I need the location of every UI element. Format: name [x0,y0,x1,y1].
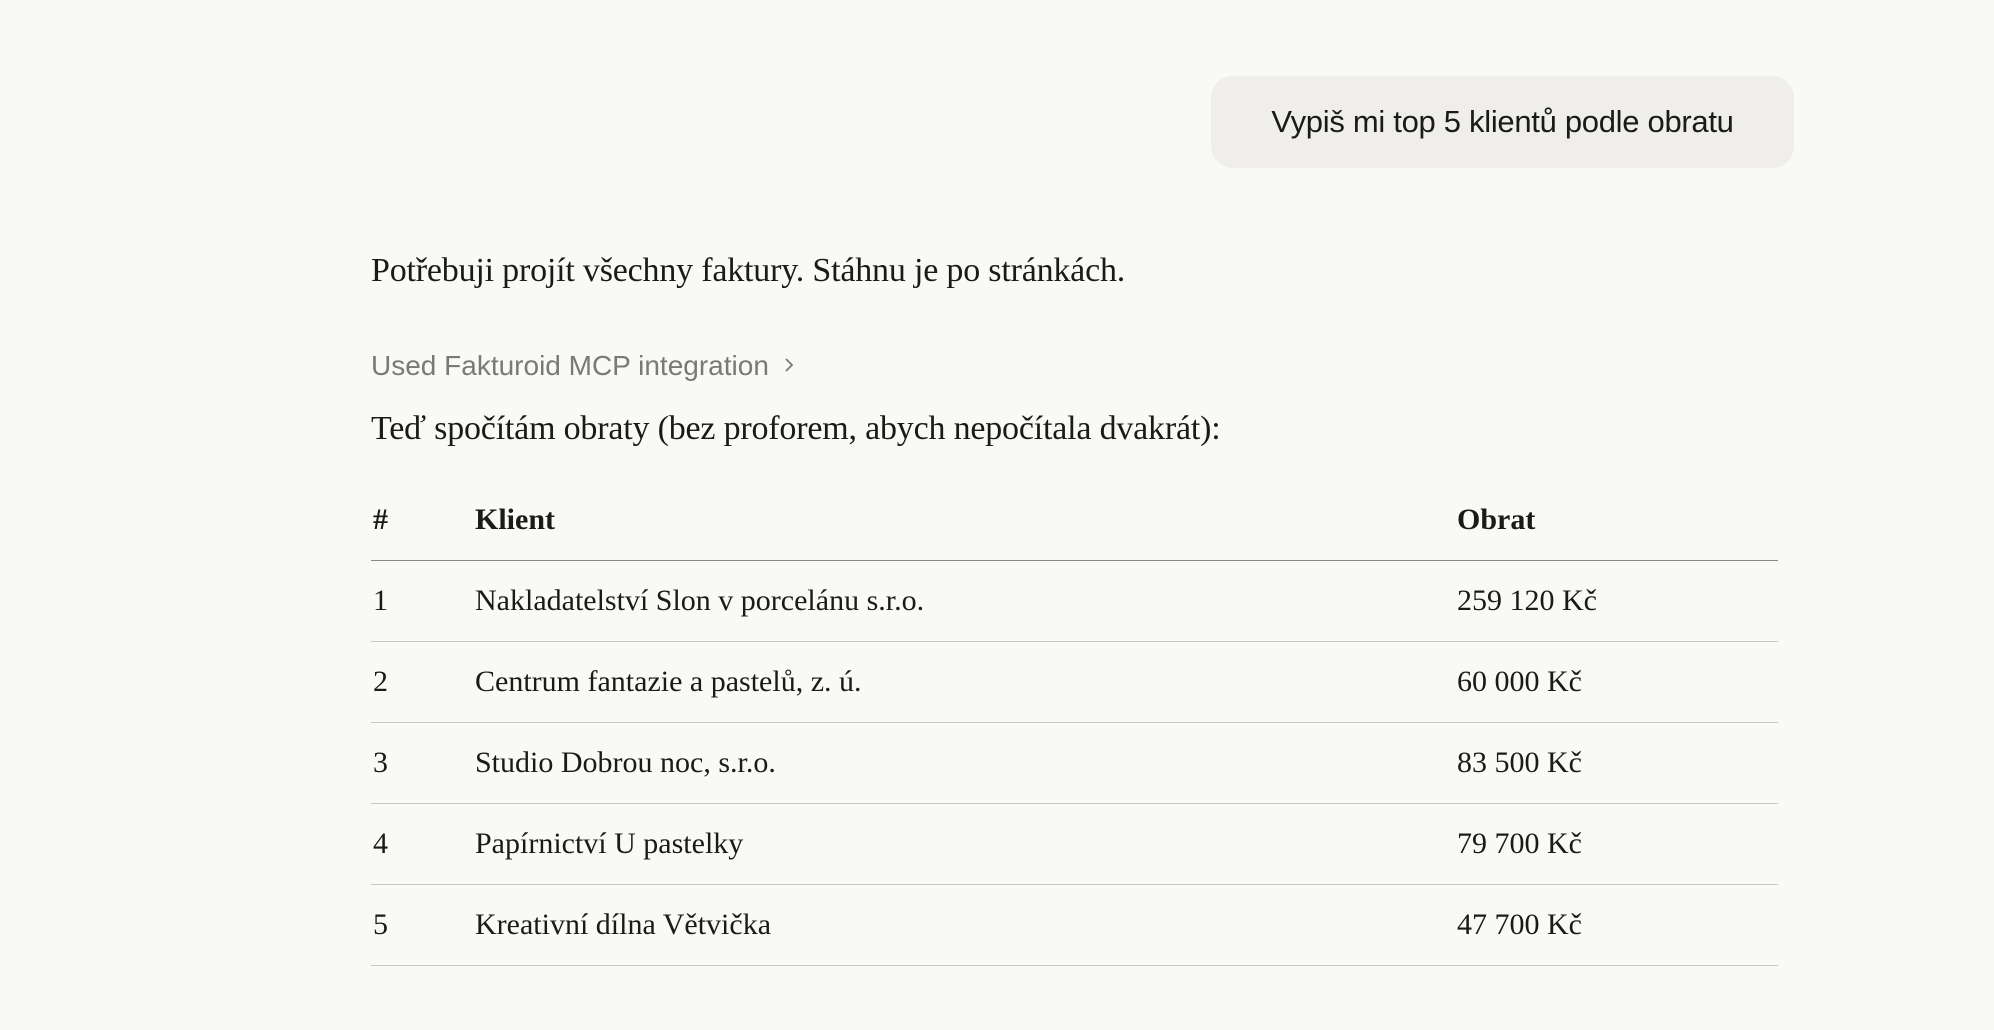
table-header-row: # Klient Obrat [371,480,1778,561]
cell-client: Nakladatelství Slon v porcelánu s.r.o. [473,560,1455,642]
table-row: 1 Nakladatelství Slon v porcelánu s.r.o. 2… [371,560,1778,642]
cell-rank: 5 [371,884,473,966]
cell-rank: 3 [371,722,473,804]
chevron-right-icon [781,350,797,382]
table-row: 3 Studio Dobrou noc, s.r.o. 83 500 Kč [371,722,1778,804]
clients-table: # Klient Obrat 1 Nakladatelství Slon v po… [371,480,1778,966]
table-row: 2 Centrum fantazie a pastelů, z. ú. 60 000… [371,641,1778,723]
table-row: 4 Papírnictví U pastelky 79 700 Kč [371,803,1778,885]
user-message-bubble: Vypiš mi top 5 klientů podle obratu [1211,76,1794,168]
tool-use-toggle[interactable]: Used Fakturoid MCP integration [371,350,797,382]
header-rank: # [371,480,473,561]
user-message-text: Vypiš mi top 5 klientů podle obratu [1271,104,1734,139]
cell-revenue: 83 500 Kč [1455,722,1778,804]
cell-revenue: 259 120 Kč [1455,560,1778,642]
cell-rank: 1 [371,560,473,642]
header-revenue: Obrat [1455,480,1778,561]
cell-client: Centrum fantazie a pastelů, z. ú. [473,641,1455,723]
cell-rank: 4 [371,803,473,885]
cell-revenue: 47 700 Kč [1455,884,1778,966]
tool-use-label: Used Fakturoid MCP integration [371,350,769,381]
cell-client: Studio Dobrou noc, s.r.o. [473,722,1455,804]
cell-client: Papírnictví U pastelky [473,803,1455,885]
cell-client: Kreativní dílna Větvička [473,884,1455,966]
assistant-followup-text: Teď spočítám obraty (bez proforem, abych… [371,410,1221,447]
cell-revenue: 60 000 Kč [1455,641,1778,723]
cell-rank: 2 [371,641,473,723]
table-row: 5 Kreativní dílna Větvička 47 700 Kč [371,884,1778,966]
header-client: Klient [473,480,1455,561]
cell-revenue: 79 700 Kč [1455,803,1778,885]
assistant-intro-text: Potřebuji projít všechny faktury. Stáhnu… [371,252,1126,289]
